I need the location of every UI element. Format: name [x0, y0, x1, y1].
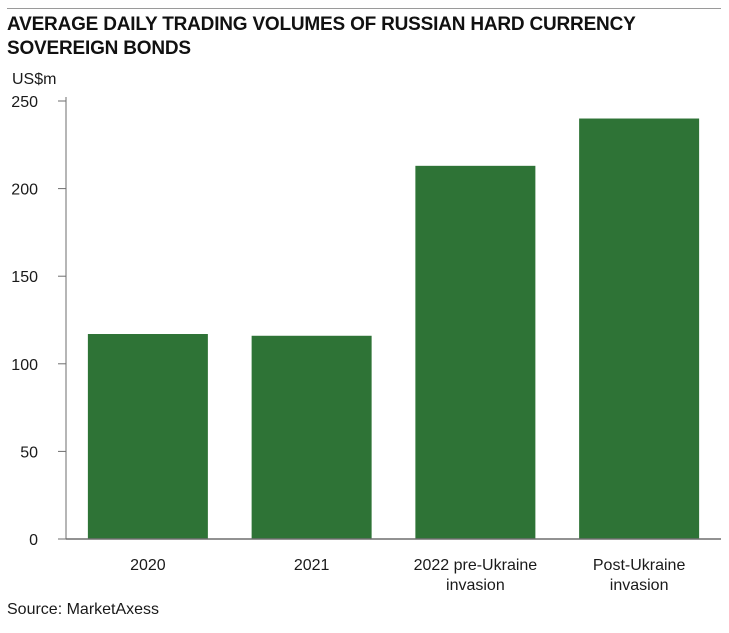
y-tick-label: 250: [11, 94, 38, 111]
x-tick-label: 2022 pre-Ukraine invasion: [414, 557, 538, 594]
y-tick-label: 0: [29, 532, 38, 549]
y-tick-label: 100: [11, 357, 38, 374]
source-note: Source: MarketAxess: [7, 601, 160, 618]
chart-title: AVERAGE DAILY TRADING VOLUMES OF RUSSIAN…: [7, 14, 636, 59]
x-tick-label: 2020: [130, 557, 166, 574]
top-rule: [7, 8, 721, 9]
y-tick-label: 200: [11, 182, 38, 199]
y-tick-label: 50: [20, 444, 38, 461]
bar: [251, 335, 372, 539]
y-tick-label: 150: [11, 269, 38, 286]
bar: [415, 165, 536, 539]
x-tick-label: Post-Ukraine invasion: [593, 557, 686, 594]
y-axis-unit-label: US$m: [12, 71, 57, 88]
x-tick-label: 2021: [294, 557, 330, 574]
bar: [579, 118, 700, 540]
bar: [87, 334, 208, 539]
